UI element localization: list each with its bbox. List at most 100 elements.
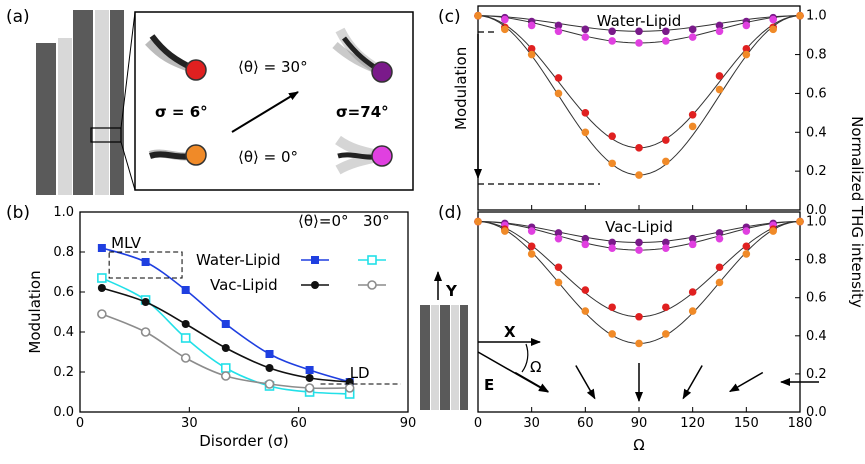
data-point bbox=[662, 330, 670, 338]
data-point bbox=[180, 353, 191, 363]
x-tick-label: 0 bbox=[474, 416, 482, 431]
panel-b-frame bbox=[79, 211, 409, 413]
x-tick-label: 180 bbox=[788, 416, 813, 431]
y-axis-label: Y bbox=[445, 282, 458, 300]
field-arrow bbox=[514, 371, 549, 393]
data-point bbox=[635, 312, 643, 321]
data-point bbox=[662, 27, 670, 36]
data-point bbox=[97, 244, 106, 252]
data-point bbox=[608, 238, 616, 247]
data-point bbox=[141, 258, 150, 266]
legend-header-0: ⟨θ⟩=0° bbox=[298, 212, 349, 230]
data-point bbox=[688, 25, 697, 34]
field-arrow bbox=[575, 365, 596, 400]
data-point bbox=[527, 250, 536, 258]
data-point bbox=[527, 242, 536, 251]
data-point bbox=[608, 159, 616, 168]
lipid-ordered-0 bbox=[148, 144, 207, 166]
data-point bbox=[367, 255, 377, 265]
ld-label: LD bbox=[350, 364, 370, 382]
x-tick-label: 120 bbox=[680, 416, 705, 431]
data-point bbox=[742, 250, 751, 258]
data-point bbox=[715, 263, 724, 272]
data-point bbox=[742, 227, 751, 235]
x-axis-label: X bbox=[504, 323, 516, 341]
panel-b-ylabel: Modulation bbox=[26, 270, 44, 353]
y-tick-label: 0.8 bbox=[806, 253, 827, 268]
data-point bbox=[688, 122, 697, 131]
data-point bbox=[715, 72, 724, 80]
data-point bbox=[635, 39, 643, 47]
x-tick-label: 30 bbox=[181, 416, 198, 431]
data-point bbox=[527, 227, 536, 235]
data-point bbox=[635, 246, 643, 254]
data-point bbox=[688, 240, 697, 249]
panel-d-label: (d) bbox=[438, 203, 462, 223]
data-point bbox=[662, 238, 670, 247]
data-point bbox=[608, 244, 616, 252]
panel-c-ticks: 0.0 0.2 0.4 0.6 0.8 1.0 bbox=[477, 9, 827, 218]
data-point bbox=[742, 44, 751, 53]
x-tick-label: 90 bbox=[631, 416, 648, 431]
sigma-small-label: σ = 6° bbox=[155, 103, 208, 121]
panel-d-ticks: 0.0 0.2 0.4 0.6 0.8 1.0 0 30 60 90 120 150 180 bbox=[474, 215, 827, 431]
data-point bbox=[554, 21, 563, 30]
data-point bbox=[501, 25, 509, 34]
data-point bbox=[474, 217, 482, 226]
theta-0-label: ⟨θ⟩ = 0° bbox=[238, 148, 298, 166]
panel-b-legend: ⟨θ⟩=0° 30° Water-Lipid Vac-Lipid bbox=[196, 212, 390, 294]
data-point bbox=[635, 171, 643, 179]
membrane-layer bbox=[58, 38, 72, 195]
data-point bbox=[581, 25, 590, 34]
data-point bbox=[554, 234, 563, 243]
data-point bbox=[181, 286, 190, 294]
zoom-line bbox=[120, 141, 136, 191]
data-point bbox=[769, 25, 777, 34]
data-point bbox=[635, 339, 643, 348]
lipid-head-icon bbox=[185, 59, 207, 81]
series-vac-lipid-30 bbox=[97, 309, 355, 393]
data-point bbox=[221, 320, 230, 328]
panel-d: (d) 0.0 0.2 0.4 0.6 0.8 1.0 0 30 60 90 120 150 180 V… bbox=[420, 203, 827, 454]
data-point bbox=[662, 136, 670, 144]
panel-d-xlabel: Ω bbox=[633, 436, 644, 454]
panel-b: (b) 0 30 60 90 0.0 0.2 0.4 0.6 0.8 1.0 Disorder (… bbox=[6, 203, 416, 450]
panel-b-series bbox=[97, 244, 355, 399]
x-tick-label: 30 bbox=[523, 416, 540, 431]
modulation-indicator: Modulation bbox=[452, 31, 600, 185]
data-point bbox=[608, 330, 616, 338]
data-point bbox=[180, 333, 191, 343]
data-point bbox=[608, 303, 616, 312]
sigma-large-label: σ=74° bbox=[336, 103, 389, 121]
y-tick-label: 0.0 bbox=[53, 405, 74, 420]
data-point bbox=[769, 15, 777, 24]
y-tick-label: 0.4 bbox=[53, 325, 74, 340]
zoom-line bbox=[120, 11, 136, 129]
x-tick-label: 60 bbox=[290, 416, 307, 431]
y-tick-label: 0.4 bbox=[806, 125, 827, 140]
data-point bbox=[742, 242, 751, 251]
lipid-head-icon bbox=[371, 61, 393, 83]
data-point bbox=[264, 379, 275, 389]
data-point bbox=[581, 109, 590, 117]
y-tick-label: 0.2 bbox=[806, 367, 827, 382]
angle-label: Ω bbox=[530, 358, 541, 376]
data-point bbox=[97, 284, 106, 292]
panel-d-series bbox=[474, 217, 804, 348]
series-orange bbox=[474, 217, 804, 348]
data-point bbox=[635, 144, 643, 152]
data-point bbox=[367, 280, 377, 290]
field-arrow bbox=[682, 365, 703, 400]
fit-curve bbox=[477, 15, 801, 149]
data-point bbox=[305, 366, 314, 374]
lipid-head-icon bbox=[371, 145, 393, 167]
e-field-label: E bbox=[484, 376, 494, 394]
data-point bbox=[501, 15, 509, 24]
panel-c-series bbox=[474, 11, 804, 179]
data-point bbox=[305, 374, 314, 382]
data-point bbox=[311, 256, 319, 264]
panel-b-xlabel: Disorder (σ) bbox=[199, 432, 289, 450]
data-point bbox=[581, 234, 590, 243]
y-tick-label: 0.0 bbox=[806, 203, 827, 218]
right-axis-label: Normalized THG intensity bbox=[848, 116, 865, 308]
